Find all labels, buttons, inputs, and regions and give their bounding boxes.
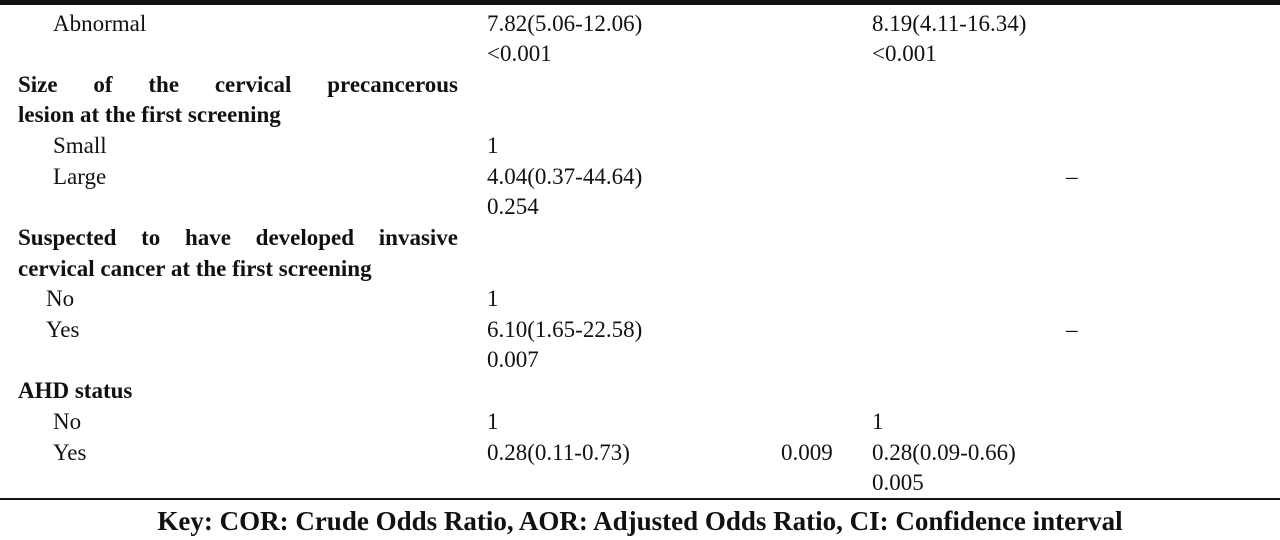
cor-no-ahd: 1 — [487, 409, 499, 434]
heading-suspected-invasive-line1: Suspected to have developed invasive — [18, 225, 458, 250]
aor-large: – — [1066, 164, 1078, 189]
row-label-no-ahd: No — [53, 409, 82, 434]
cor-no-invasive: 1 — [487, 286, 499, 311]
cor-p-yes-ahd: 0.009 — [781, 440, 833, 465]
row-label-no-invasive: No — [46, 286, 75, 311]
row-label-yes-ahd: Yes — [53, 440, 87, 465]
aor-yes-ahd: 0.28(0.09-0.66) — [872, 440, 1016, 465]
aor-yes-invasive: – — [1066, 317, 1078, 342]
heading-lesion-size-line1: Size of the cervical precancerous — [18, 72, 458, 97]
cor-yes-ahd: 0.28(0.11-0.73) — [487, 440, 630, 465]
aor-p-abnormal: <0.001 — [872, 41, 937, 66]
cor-p-abnormal: <0.001 — [487, 41, 552, 66]
table-bottom-rule — [0, 498, 1280, 500]
aor-abnormal: 8.19(4.11-16.34) — [872, 11, 1027, 36]
row-label-large: Large — [53, 164, 107, 189]
cor-p-large: 0.254 — [487, 194, 539, 219]
row-label-small: Small — [53, 133, 107, 158]
heading-suspected-invasive-line2: cervical cancer at the first screening — [18, 256, 372, 281]
row-label-yes-invasive: Yes — [46, 317, 80, 342]
cor-large: 4.04(0.37-44.64) — [487, 164, 643, 189]
table-key-footnote: Key: COR: Crude Odds Ratio, AOR: Adjuste… — [157, 506, 1123, 536]
heading-ahd-status: AHD status — [18, 378, 133, 403]
row-label-abnormal: Abnormal — [53, 11, 147, 36]
cor-small: 1 — [487, 133, 499, 158]
aor-p-yes-ahd: 0.005 — [872, 470, 924, 495]
cor-yes-invasive: 6.10(1.65-22.58) — [487, 317, 643, 342]
table-top-rule — [0, 0, 1280, 5]
aor-no-ahd: 1 — [872, 409, 884, 434]
cor-abnormal: 7.82(5.06-12.06) — [487, 11, 643, 36]
heading-lesion-size-line2: lesion at the first screening — [18, 102, 281, 127]
cor-p-yes-invasive: 0.007 — [487, 347, 539, 372]
